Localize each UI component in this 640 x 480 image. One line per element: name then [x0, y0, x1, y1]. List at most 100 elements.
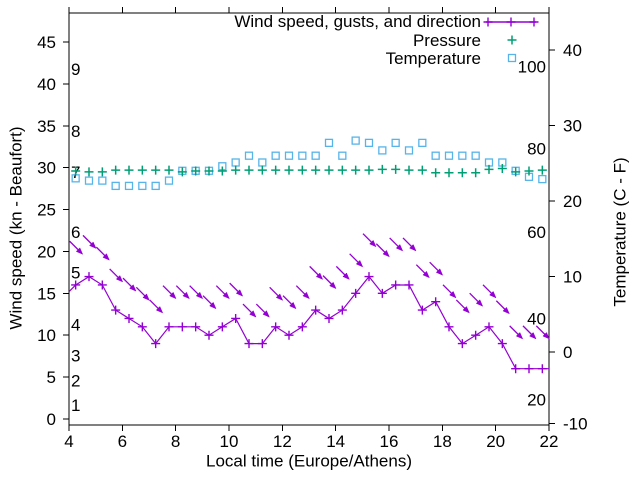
- y-tick-label: 0: [47, 410, 56, 429]
- y-tick-label: 30: [37, 159, 56, 178]
- gust-arrow-head: [102, 253, 110, 261]
- wind-point: [244, 339, 254, 349]
- temperature-point: [298, 151, 307, 160]
- y2-axis-label: Temperature (C - F): [610, 157, 630, 307]
- gust-arrow-shaft: [375, 243, 386, 253]
- x-tick-label: 6: [118, 432, 127, 451]
- temperature-point: [378, 146, 387, 155]
- wind-point: [351, 288, 361, 298]
- pressure-point: [231, 165, 241, 175]
- gust-arrow-head: [209, 301, 217, 310]
- pressure-point: [324, 165, 334, 175]
- beaufort-scale-label: 8: [71, 122, 80, 141]
- temperature-point: [418, 138, 427, 148]
- gust-arrow-shaft: [202, 295, 212, 305]
- wind-point: [84, 272, 94, 282]
- gust-arrow-head: [422, 270, 430, 279]
- pressure-point: [151, 165, 161, 175]
- wind-point: [511, 364, 521, 374]
- gust-arrow-head: [155, 306, 164, 314]
- pressure-point: [284, 165, 294, 175]
- wind-point: [151, 339, 161, 349]
- gust-arrow-shaft: [415, 264, 426, 274]
- gust-arrow-shaft: [229, 282, 239, 293]
- gust-arrow-head: [275, 293, 284, 301]
- gust-arrow-shaft: [175, 285, 186, 295]
- x-tick-label: 8: [171, 432, 180, 451]
- gust-arrow-head: [475, 299, 484, 307]
- gust-arrow-head: [462, 306, 470, 314]
- y2-tick-label: -10: [563, 415, 588, 434]
- wind-point: [164, 322, 174, 332]
- gust-arrow-shaft: [362, 233, 372, 243]
- temperature-point: [311, 151, 320, 160]
- temperature-point: [284, 151, 294, 160]
- pressure-point: [271, 165, 281, 175]
- wind-point: [71, 280, 81, 290]
- gust-arrow-shaft: [389, 237, 399, 247]
- wind-point: [471, 330, 481, 340]
- pressure-point: [431, 168, 441, 178]
- gust-arrow-head: [315, 272, 324, 280]
- wind-point: [337, 305, 347, 315]
- gust-arrow-shaft: [509, 325, 519, 335]
- wind-point: [324, 313, 334, 323]
- gust-arrow-shaft: [455, 299, 466, 309]
- gust-arrow-head: [329, 281, 337, 290]
- gust-arrow-head: [169, 291, 177, 300]
- gust-arrow-shaft: [149, 299, 159, 309]
- wind-point: [231, 313, 241, 323]
- gust-arrow-shaft: [189, 285, 199, 295]
- gust-arrow-shaft: [482, 284, 492, 294]
- wind-point: [257, 339, 267, 349]
- gust-arrow-head: [89, 241, 97, 249]
- gust-arrow-shaft: [135, 286, 146, 297]
- right-scale-label: 20: [527, 391, 546, 410]
- legend-sample-wind-marker: [506, 17, 516, 27]
- temperature-point: [431, 151, 440, 160]
- legend-sample-pressure: [507, 35, 517, 45]
- beaufort-scale-label: 2: [71, 371, 80, 390]
- gust-arrow-shaft: [309, 265, 319, 276]
- legend-sample-temperature: [507, 53, 517, 63]
- wind-point: [524, 364, 534, 374]
- pressure-point: [364, 165, 374, 175]
- gust-arrow-head: [489, 290, 497, 299]
- pressure-point: [484, 164, 494, 174]
- gust-arrow-head: [502, 306, 510, 315]
- gust-arrow-head: [115, 275, 124, 283]
- gust-arrow-head: [262, 310, 270, 318]
- y2-tick-label: 10: [563, 268, 582, 287]
- pressure-point: [257, 165, 267, 175]
- gust-arrow-shaft: [255, 303, 266, 314]
- temperature-point: [338, 151, 347, 160]
- gust-arrow-shaft: [429, 261, 439, 272]
- wind-speed-line: [68, 275, 549, 370]
- wind-point: [204, 330, 214, 340]
- gust-arrow-head: [195, 291, 204, 300]
- gust-arrow-head: [382, 249, 390, 258]
- right-scale-label: 100: [518, 57, 546, 76]
- temperature-point: [404, 146, 414, 155]
- gust-arrow-shaft: [335, 265, 346, 276]
- x-tick-label: 22: [540, 432, 559, 451]
- x-tick-label: 14: [326, 432, 345, 451]
- legend-label-pressure: Pressure: [412, 30, 481, 50]
- gust-arrow-head: [529, 332, 537, 340]
- temperature-point: [244, 151, 254, 160]
- wind-point: [364, 272, 374, 282]
- gust-arrow-head: [409, 244, 417, 252]
- temperature-point: [364, 138, 374, 148]
- y2-tick-label: 40: [563, 41, 582, 60]
- pressure-point: [177, 167, 187, 177]
- gust-arrow-head: [395, 244, 404, 252]
- wind-point: [137, 322, 147, 332]
- x-tick-label: 10: [220, 432, 239, 451]
- legend-sample-wind-marker: [529, 17, 539, 27]
- temperature-point: [231, 158, 240, 167]
- temperature-point: [151, 181, 160, 191]
- y2-tick-label: 0: [563, 343, 572, 362]
- beaufort-scale-label: 3: [71, 346, 80, 365]
- gust-arrow-shaft: [242, 303, 252, 314]
